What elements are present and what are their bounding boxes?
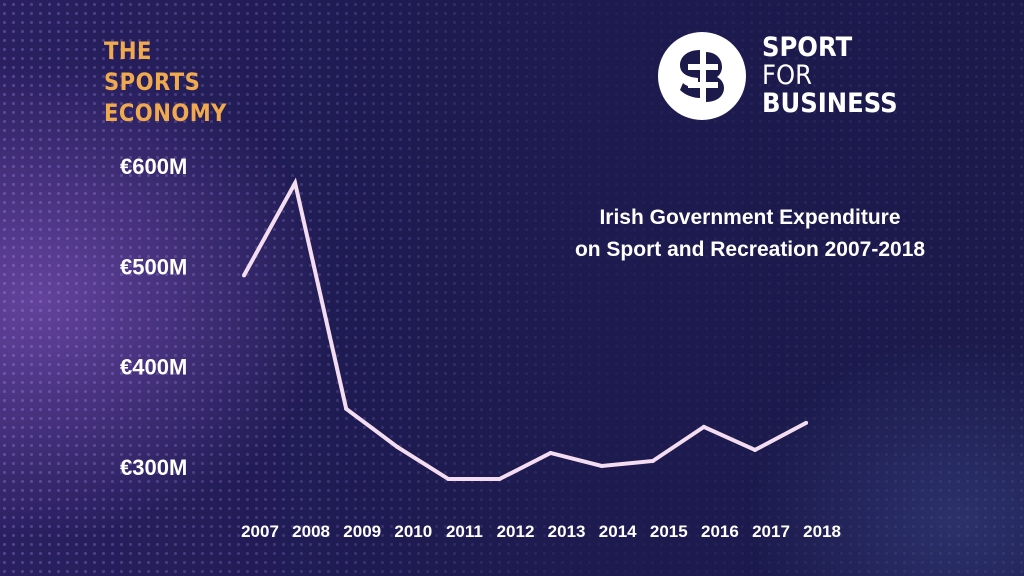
x-tick-label: 2012 bbox=[497, 522, 535, 541]
data-point bbox=[242, 273, 246, 278]
data-point bbox=[446, 477, 451, 482]
x-tick-label: 2013 bbox=[548, 522, 586, 541]
chart-title-line-1: Irish Government Expenditure bbox=[599, 206, 901, 229]
data-point bbox=[701, 424, 706, 429]
x-tick-label: 2015 bbox=[650, 522, 688, 541]
the-sports-economy-logo: THE SPORTS ECONOMY bbox=[104, 36, 227, 129]
y-tick-label: €400M bbox=[120, 355, 187, 380]
brand-right-line-2: FOR bbox=[762, 60, 812, 91]
data-point bbox=[497, 477, 502, 482]
x-tick-label: 2007 bbox=[241, 522, 279, 541]
data-point bbox=[650, 458, 655, 463]
x-tick-label: 2018 bbox=[803, 522, 841, 541]
x-axis-ticks: 2007 2008 2009 2010 2011 2012 2013 2014 2015 2016… bbox=[241, 522, 841, 541]
data-point bbox=[599, 463, 604, 468]
x-tick-label: 2008 bbox=[292, 522, 330, 541]
data-point bbox=[753, 447, 757, 452]
brand-left-line-3: ECONOMY bbox=[104, 99, 227, 127]
y-tick-label: €300M bbox=[120, 455, 187, 480]
chart-title: Irish Government Expenditure on Sport an… bbox=[530, 202, 970, 266]
x-tick-label: 2009 bbox=[343, 522, 381, 541]
brand-left-line-1: THE bbox=[104, 37, 152, 65]
data-point bbox=[804, 420, 809, 425]
x-tick-label: 2017 bbox=[752, 522, 790, 541]
x-tick-label: 2010 bbox=[394, 522, 432, 541]
y-axis-ticks: €600M €500M €400M €300M bbox=[120, 154, 187, 480]
brand-right-line-3: BUSINESS bbox=[762, 88, 898, 119]
data-point bbox=[395, 444, 400, 449]
sport-for-business-logo-icon bbox=[658, 32, 746, 120]
y-tick-label: €600M bbox=[120, 154, 187, 179]
brand-right-line-1: SPORT bbox=[762, 32, 853, 63]
x-tick-label: 2011 bbox=[446, 522, 483, 541]
data-point bbox=[293, 181, 298, 186]
data-point bbox=[548, 450, 553, 455]
sport-for-business-wordmark: SPORT FOR BUSINESS bbox=[762, 34, 898, 118]
x-tick-label: 2014 bbox=[599, 522, 637, 541]
chart-title-line-2: on Sport and Recreation 2007-2018 bbox=[574, 238, 926, 261]
x-tick-label: 2016 bbox=[701, 522, 739, 541]
data-point bbox=[344, 406, 349, 411]
y-tick-label: €500M bbox=[120, 254, 187, 279]
series-line bbox=[242, 177, 808, 482]
series-group bbox=[242, 177, 809, 482]
brand-left-line-2: SPORTS bbox=[104, 68, 201, 96]
